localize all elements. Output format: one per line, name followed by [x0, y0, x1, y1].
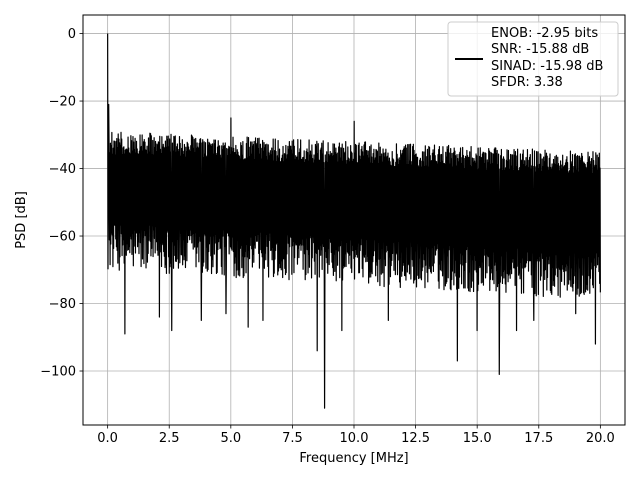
y-tick-label: −40	[49, 162, 76, 177]
x-tick-label: 12.5	[401, 431, 430, 446]
x-tick-label: 2.5	[159, 431, 180, 446]
y-tick-label: −20	[49, 95, 76, 110]
axis-ticks: 0.0 2.5 5.0 7.5 10.0 12.5 15.0 17.5 20.0 0 −20 −40 −…	[40, 27, 615, 446]
y-tick-label: −80	[49, 297, 76, 312]
y-axis-label: PSD [dB]	[14, 191, 29, 249]
x-axis-label: Frequency [MHz]	[299, 451, 408, 466]
x-tick-label: 10.0	[340, 431, 369, 446]
legend: ENOB: -2.95 bits SNR: -15.88 dB SINAD: -…	[447, 21, 619, 97]
y-tick-label: −60	[49, 230, 76, 245]
y-tick-label: −100	[40, 365, 76, 380]
legend-box	[447, 21, 619, 97]
y-tick-label: 0	[68, 27, 76, 42]
x-tick-label: 0.0	[97, 431, 118, 446]
x-tick-label: 17.5	[524, 431, 553, 446]
plot-frame	[82, 14, 626, 426]
x-tick-label: 7.5	[282, 431, 303, 446]
psd-trace	[107, 33, 601, 409]
legend-sfdr: SFDR: 3.38	[491, 75, 563, 90]
x-tick-label: 15.0	[463, 431, 492, 446]
x-tick-label: 20.0	[586, 431, 615, 446]
legend-sinad: SINAD: -15.98 dB	[491, 59, 603, 74]
legend-enob: ENOB: -2.95 bits	[491, 26, 598, 41]
x-tick-label: 5.0	[220, 431, 241, 446]
legend-snr: SNR: -15.88 dB	[491, 42, 589, 57]
